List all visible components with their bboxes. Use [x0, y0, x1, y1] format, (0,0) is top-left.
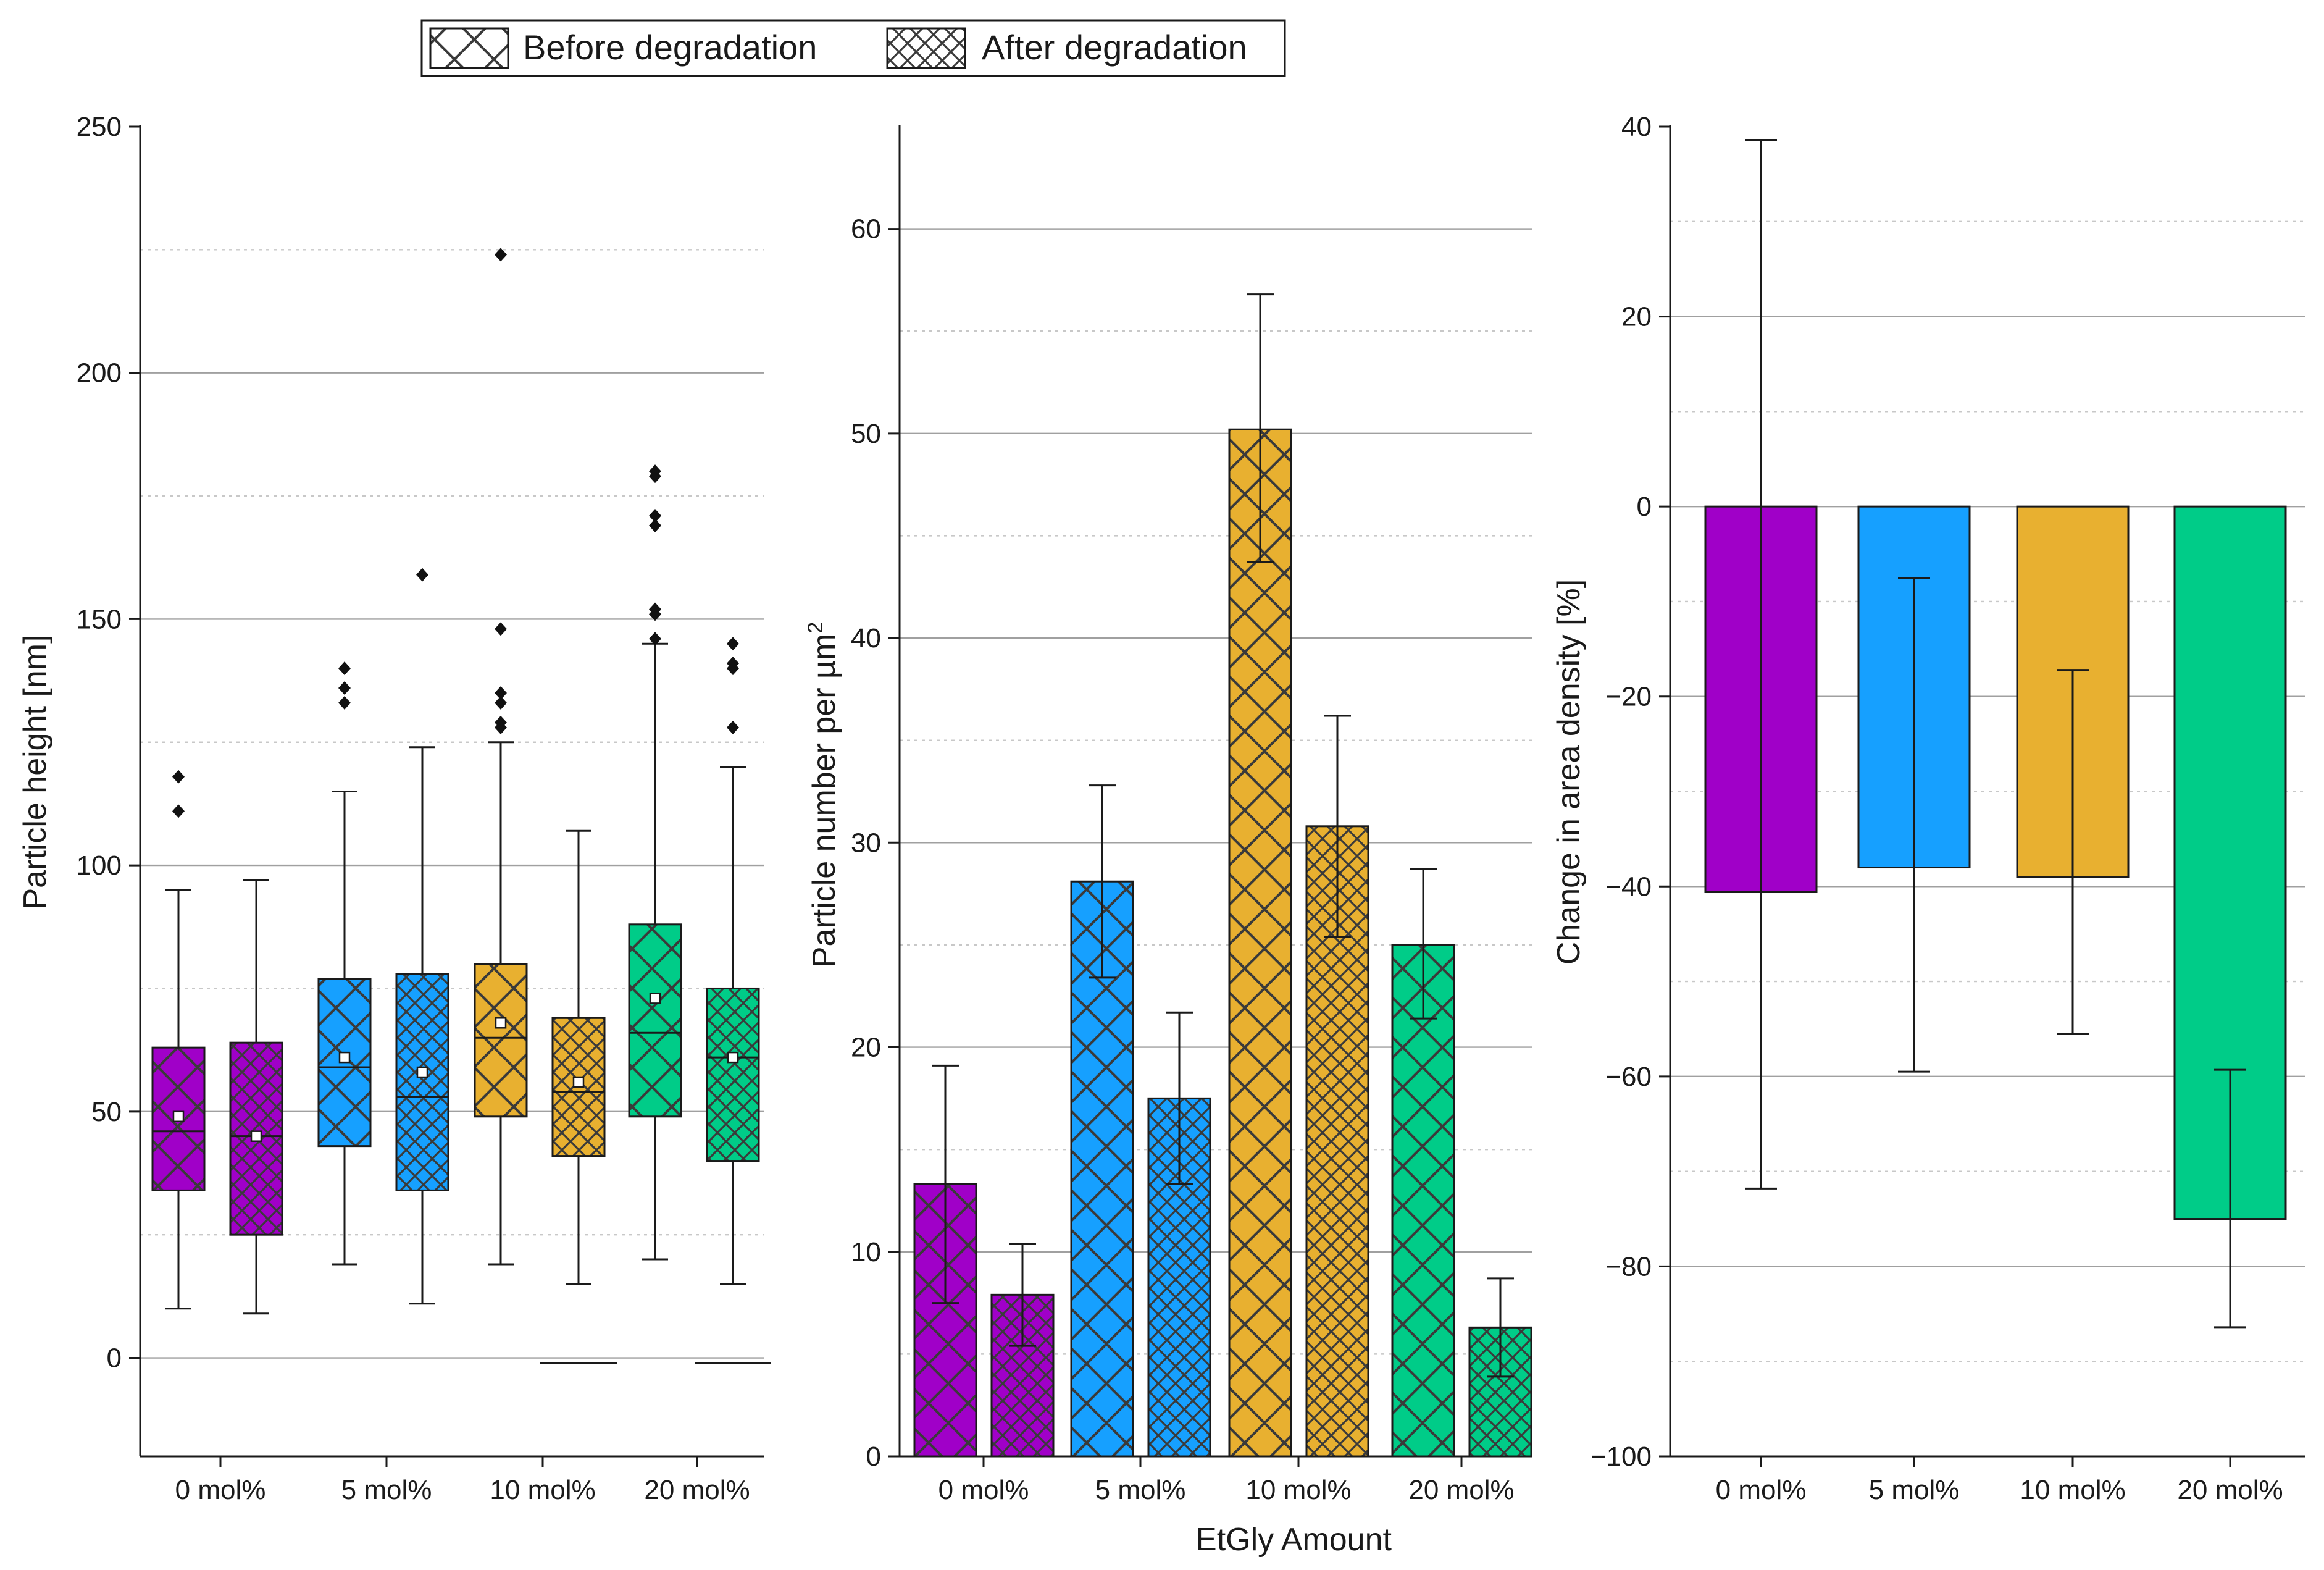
bar-marks	[1704, 139, 2287, 1329]
y-tick-label: −20	[1605, 682, 1652, 712]
x-tick-label-20-mol: 20 mol%	[2177, 1475, 2283, 1505]
mean-marker-after-degradation-5-mol	[416, 1066, 428, 1078]
outlier-point-after-degradation-20-mol	[727, 637, 739, 651]
y-tick-label: 20	[1621, 302, 1652, 332]
outlier-point-before-degradation-10-mol	[495, 686, 507, 700]
y-tick-label: 20	[851, 1033, 881, 1063]
y-axis-label-superscript: 2	[804, 622, 827, 634]
outlier-point-before-degradation-5-mol	[338, 695, 351, 710]
y-axis-label-height: Particle height [nm]	[17, 634, 53, 909]
y-tick-label: 50	[851, 419, 881, 449]
box-plot-marks	[151, 248, 771, 1364]
y-tick-label: 0	[866, 1442, 881, 1472]
y-tick-label: −40	[1605, 871, 1652, 902]
y-tick-label: 60	[851, 214, 881, 245]
bar-marks	[913, 293, 1532, 1458]
outlier-point-before-degradation-5-mol	[338, 681, 351, 695]
y-tick-label: −80	[1605, 1251, 1652, 1282]
legend-label-before: Before degradation	[523, 28, 817, 67]
x-tick-label-5-mol: 5 mol%	[1095, 1475, 1186, 1505]
outlier-point-before-degradation-20-mol	[649, 632, 661, 646]
box-before-degradation-20-mol	[628, 923, 682, 1118]
y-tick-label: 0	[1637, 492, 1652, 522]
y-tick-label: 200	[77, 358, 122, 388]
y-axis-label-area-density: Change in area density [%]	[1551, 579, 1587, 965]
y-tick-label: 100	[77, 850, 122, 881]
outlier-point-before-degradation-20-mol	[649, 518, 661, 532]
box-before-degradation-10-mol	[474, 963, 528, 1118]
legend-label-after: After degradation	[982, 28, 1247, 67]
mean-marker-after-degradation-10-mol	[572, 1076, 585, 1088]
box-after-degradation-5-mol	[395, 973, 449, 1191]
mean-marker-before-degradation-20-mol	[649, 993, 661, 1004]
x-tick-label-5-mol: 5 mol%	[341, 1475, 432, 1505]
y-tick-label: 0	[107, 1343, 122, 1374]
x-tick-label-5-mol: 5 mol%	[1869, 1475, 1960, 1505]
bar-before-degradation-20-mol	[1391, 944, 1455, 1458]
legend: Before degradation After degradation	[420, 19, 1286, 77]
outlier-point-before-degradation-20-mol	[649, 508, 661, 523]
legend-frame	[420, 19, 1286, 77]
outlier-point-before-degradation-0-mol	[172, 770, 185, 784]
x-tick-label-0-mol: 0 mol%	[938, 1475, 1029, 1505]
x-tick-label-20-mol: 20 mol%	[644, 1475, 750, 1505]
x-axis-label-etgly: EtGly Amount	[1195, 1522, 1392, 1558]
outlier-point-before-degradation-10-mol	[495, 248, 507, 262]
y-tick-label: 50	[91, 1097, 122, 1127]
y-tick-label: 250	[77, 112, 122, 142]
bar-before-degradation-10-mol	[1228, 428, 1292, 1458]
outlier-point-after-degradation-20-mol	[727, 657, 739, 671]
x-tick-label-20-mol: 20 mol%	[1408, 1475, 1514, 1505]
x-tick-label-10-mol: 10 mol%	[1245, 1475, 1351, 1505]
y-tick-label: 40	[1621, 112, 1652, 142]
y-axis-label-particle-number: Particle number per µm2	[804, 622, 842, 968]
x-tick-label-10-mol: 10 mol%	[2020, 1475, 2125, 1505]
x-tick-label-0-mol: 0 mol%	[175, 1475, 266, 1505]
y-tick-label: 10	[851, 1237, 881, 1267]
box-after-degradation-20-mol	[706, 987, 760, 1162]
panel-area-density: −100 −80 −60 −40 −20 0 20 40 0 mol% 5 mol% 10 mol%…	[1551, 112, 2305, 1505]
y-tick-label: −60	[1605, 1062, 1652, 1092]
outlier-point-before-degradation-10-mol	[495, 695, 507, 710]
outlier-point-before-degradation-10-mol	[495, 622, 507, 636]
mean-marker-after-degradation-0-mol	[250, 1130, 262, 1142]
legend-swatch-before	[429, 27, 509, 69]
axes: 0 50 100 150 200 250 0 mol% 5 mol% 10 mol% 20 mol…	[77, 112, 764, 1505]
mean-marker-before-degradation-5-mol	[338, 1051, 351, 1064]
mean-marker-before-degradation-0-mol	[172, 1110, 185, 1123]
axes: 0 10 20 30 40 50 60 0 mol% 5 mol% 10 mol% 20 mol%	[851, 125, 1532, 1505]
mean-marker-before-degradation-10-mol	[495, 1017, 507, 1029]
y-tick-label: 30	[851, 828, 881, 858]
outlier-point-after-degradation-20-mol	[727, 720, 739, 734]
outlier-point-after-degradation-5-mol	[416, 568, 428, 582]
y-tick-label: 150	[77, 604, 122, 634]
y-axis-label-main: Particle number per µm	[806, 634, 842, 968]
outlier-point-before-degradation-5-mol	[338, 661, 351, 676]
outlier-point-before-degradation-20-mol	[649, 464, 661, 479]
y-tick-label: −100	[1590, 1442, 1652, 1472]
mean-marker-after-degradation-20-mol	[727, 1051, 739, 1064]
x-tick-label-0-mol: 0 mol%	[1716, 1475, 1807, 1505]
axes: −100 −80 −60 −40 −20 0 20 40 0 mol% 5 mol% 10 mol%…	[1590, 112, 2305, 1505]
y-tick-label: 40	[851, 623, 881, 653]
x-tick-label-10-mol: 10 mol%	[490, 1475, 595, 1505]
panel-particle-height: 0 50 100 150 200 250 0 mol% 5 mol% 10 mol% 20 mol…	[17, 112, 771, 1505]
outlier-point-before-degradation-20-mol	[649, 602, 661, 616]
outlier-point-before-degradation-0-mol	[172, 804, 185, 818]
legend-swatch-after	[886, 27, 966, 69]
outlier-point-before-degradation-10-mol	[495, 715, 507, 729]
